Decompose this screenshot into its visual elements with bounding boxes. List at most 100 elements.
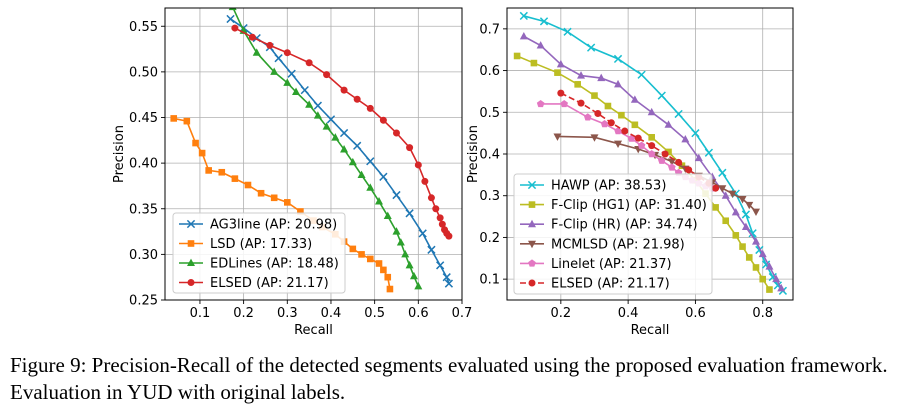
ag3line-data-point [226, 14, 235, 24]
lsd-data-point [375, 260, 383, 267]
x-tick-label: 0.2 [550, 306, 571, 321]
mcmlsd-legend-marker [528, 240, 536, 249]
f-clip-legend-label: F-Clip (HG1) (AP: 31.40) [551, 198, 707, 213]
left-chart-panel: 0.1 0.2 0.3 0.4 0.5 0.6 0.7 0.25 0.30 0.35 0.40 0.4… [112, 7, 473, 338]
edlines-data-point [331, 133, 340, 141]
x-tick-label: 0.1 [190, 306, 211, 321]
elsed-data-point [661, 150, 669, 158]
f-clip-data-point [630, 95, 639, 103]
right-chart-panel: 0.2 0.4 0.6 0.8 0.1 0.2 0.3 0.4 0.5 0.6 0.7 Recall P… [466, 7, 794, 338]
mcmlsd-data-point [614, 140, 623, 148]
elsed-data-point [283, 49, 291, 57]
elsed-data-point [427, 194, 435, 202]
y-tick-label: 0.4 [479, 148, 500, 163]
x-tick-label: 0.6 [408, 306, 429, 321]
f-clip-data-point [614, 79, 623, 88]
edlines-legend-marker [187, 258, 195, 266]
x-axis-label: Recall [294, 323, 333, 338]
y-tick-label: 0.45 [129, 111, 158, 126]
hawp-data-point [741, 210, 751, 219]
mcmlsd-data-point [738, 196, 747, 204]
x-tick-label: 0.6 [685, 306, 706, 321]
mcmlsd-data-point [667, 158, 676, 166]
elsed-data-point [438, 220, 446, 228]
ag3line-data-point [313, 101, 322, 110]
linelet-data-point [657, 156, 666, 164]
f-clip-data-point [777, 283, 786, 292]
elsed-data-point [436, 214, 444, 222]
f-clip-data-point [758, 249, 767, 258]
f-clip-legend-label: F-Clip (HR) (AP: 34.74) [551, 218, 698, 233]
f-clip-data-point [577, 71, 586, 79]
elsed-data-point [305, 59, 313, 67]
edlines-data-point [348, 157, 357, 166]
ag3line-data-point [300, 85, 309, 95]
edlines-data-point [270, 67, 279, 75]
linelet-data-point [583, 113, 592, 121]
lsd-data-point [358, 251, 365, 258]
lsd-data-point [192, 139, 199, 147]
lsd-data-point [384, 273, 392, 281]
linelet-data-point [647, 150, 656, 158]
elsed-data-point [421, 177, 429, 185]
edlines-legend-label: EDLines (AP: 18.48) [210, 257, 339, 272]
lsd-data-point [349, 245, 357, 253]
ag3line-data-point [339, 128, 349, 138]
f-clip-data-point [631, 121, 639, 129]
lsd-data-point [366, 255, 374, 263]
linelet-data-point [637, 141, 646, 149]
f-clip-data-point [597, 73, 606, 82]
edlines-data-point [396, 238, 405, 246]
y-axis-label: Precision [466, 125, 481, 183]
plot-frame [506, 7, 794, 301]
elsed-data-point [432, 205, 440, 213]
lsd-data-point [198, 149, 206, 157]
ag3line-data-point [287, 69, 296, 78]
f-clip-data-point [772, 274, 781, 283]
lsd-data-point [270, 194, 278, 202]
ag3line-data-point [353, 141, 362, 150]
f-clip-data-point [519, 31, 528, 40]
edlines-data-point [283, 78, 292, 86]
elsed-data-point [607, 119, 615, 127]
hawp-data-point [613, 54, 623, 64]
lsd-data-point [183, 117, 191, 125]
elsed-data-point [231, 24, 239, 32]
y-tick-label: 0.35 [129, 202, 158, 217]
lsd-data-point [170, 115, 178, 122]
elsed-data-point [557, 89, 565, 97]
hawp-legend-marker [527, 180, 537, 190]
hawp-data-point [637, 70, 646, 79]
y-tick-label: 0.7 [479, 22, 500, 37]
f-clip-data-point [694, 153, 703, 162]
edlines-data-point [252, 48, 261, 56]
x-tick-label: 0.7 [452, 306, 473, 321]
elsed-series-line [234, 27, 450, 237]
hawp-data-point [748, 229, 757, 238]
hawp-data-point [586, 43, 596, 52]
f-clip-data-point [664, 120, 673, 128]
y-tick-label: 0.55 [129, 20, 158, 35]
elsed-data-point [594, 110, 602, 118]
elsed-data-point [266, 41, 274, 49]
edlines-data-point [292, 87, 301, 95]
mcmlsd-data-point [718, 185, 727, 193]
edlines-data-point [383, 211, 392, 220]
elsed-data-point [406, 144, 414, 152]
elsed-data-point [445, 232, 453, 240]
edlines-data-point [357, 170, 366, 178]
x-tick-label: 0.4 [321, 306, 342, 321]
f-clip-data-point [665, 148, 672, 156]
elsed-data-point [621, 127, 629, 135]
edlines-series-line [232, 8, 420, 287]
f-clip-data-point [648, 134, 655, 141]
f-clip-data-point [536, 41, 545, 49]
lsd-data-point [386, 285, 394, 293]
linelet-data-point [668, 163, 676, 171]
elsed-data-point [648, 142, 656, 150]
legend-box [513, 173, 713, 295]
y-tick-label: 0.30 [129, 248, 158, 263]
mcmlsd-data-point [751, 208, 760, 216]
edlines-data-point [305, 100, 314, 108]
f-clip-data-point [647, 107, 656, 116]
